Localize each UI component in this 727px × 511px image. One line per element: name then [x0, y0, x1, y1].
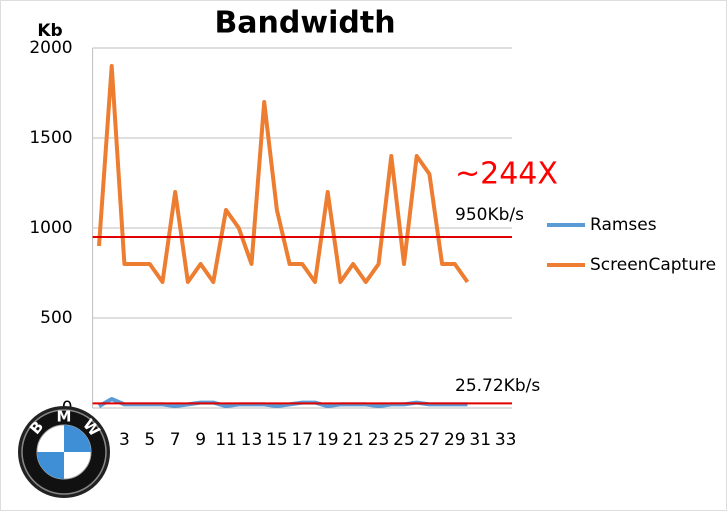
x-tick-label: 5	[144, 430, 155, 450]
y-tick-label: 1000	[29, 218, 72, 238]
x-tick-label: 15	[266, 430, 288, 450]
x-tick-label: 11	[215, 430, 237, 450]
reference-label: 950Kb/s	[455, 205, 524, 225]
logo-quarter	[64, 425, 91, 452]
x-tick-label: 19	[317, 430, 339, 450]
x-tick-label: 23	[368, 430, 390, 450]
x-tick-label: 25	[393, 430, 415, 450]
x-tick-label: 17	[291, 430, 313, 450]
x-tick-label: 29	[444, 430, 466, 450]
reference-label: 25.72Kb/s	[455, 376, 540, 396]
x-tick-label: 3	[119, 430, 130, 450]
x-tick-label: 7	[170, 430, 181, 450]
x-tick-label: 13	[241, 430, 263, 450]
plot: 0500100015002000135791113151719212325272…	[29, 38, 716, 450]
logo-letter: M	[57, 408, 72, 426]
logo-quarter	[37, 452, 64, 479]
legend-label: ScreenCapture	[590, 255, 716, 275]
x-tick-label: 21	[342, 430, 364, 450]
legend-label: Ramses	[590, 215, 657, 235]
x-tick-label: 27	[419, 430, 441, 450]
y-axis-label: Kb	[37, 21, 62, 41]
y-tick-label: 1500	[29, 128, 72, 148]
y-tick-label: 2000	[29, 38, 72, 58]
annotation: ~244X	[455, 157, 558, 192]
chart-title: Bandwidth	[214, 6, 395, 41]
y-tick-label: 500	[40, 308, 72, 328]
x-tick-label: 9	[195, 430, 206, 450]
bmw-logo: B M W	[18, 406, 110, 498]
x-tick-label: 33	[495, 430, 517, 450]
x-tick-label: 31	[469, 430, 491, 450]
